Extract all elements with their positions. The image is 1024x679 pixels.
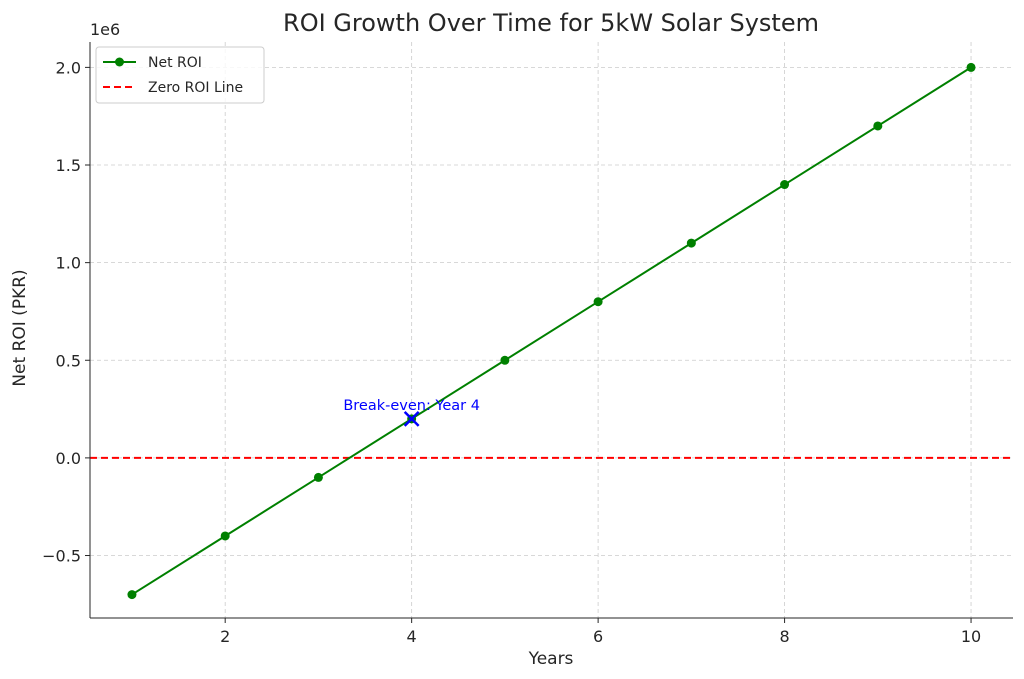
y-tick-label: −0.5 xyxy=(42,547,81,566)
y-tick-label: 1.0 xyxy=(56,254,81,273)
legend-box xyxy=(95,46,265,104)
legend-label-net-roi: Net ROI xyxy=(148,55,202,71)
legend-label-zero-roi: Zero ROI Line xyxy=(148,80,243,96)
x-tick-label: 10 xyxy=(961,627,981,646)
legend-marker-net-roi xyxy=(115,57,124,67)
x-axis-ticks: 2 4 6 8 10 xyxy=(220,618,981,646)
y-axis-label: Net ROI (PKR) xyxy=(10,269,30,386)
data-point xyxy=(127,590,137,600)
chart-title: ROI Growth Over Time for 5kW Solar Syste… xyxy=(283,9,819,37)
y-axis-ticks: −0.5 0.0 0.5 1.0 1.5 2.0 xyxy=(42,58,90,566)
y-tick-label: 0.0 xyxy=(56,449,81,468)
x-tick-label: 4 xyxy=(407,627,417,646)
data-point xyxy=(220,531,230,541)
data-point xyxy=(686,238,696,248)
grid-lines xyxy=(90,42,1013,618)
data-point xyxy=(873,121,883,131)
data-point xyxy=(593,297,603,307)
x-axis-label: Years xyxy=(528,649,574,669)
series-layer xyxy=(127,62,976,600)
x-tick-label: 8 xyxy=(779,627,789,646)
break-even-marker xyxy=(403,410,420,427)
break-even-annotation: Break-even: Year 4 xyxy=(343,398,480,414)
data-point xyxy=(966,62,976,72)
y-axis-offset-text: 1e6 xyxy=(90,20,120,39)
legend: Net ROI Zero ROI Line xyxy=(95,46,265,104)
y-tick-label: 0.5 xyxy=(56,351,81,370)
y-tick-label: 2.0 xyxy=(56,58,81,77)
data-point xyxy=(313,472,323,482)
data-point xyxy=(500,355,510,365)
x-tick-label: 2 xyxy=(220,627,230,646)
series-line-net-roi xyxy=(131,66,972,596)
y-tick-label: 1.5 xyxy=(56,156,81,175)
plot-frame xyxy=(89,42,1013,619)
x-tick-label: 6 xyxy=(593,627,603,646)
annotations-layer: Break-even: Year 4 xyxy=(343,398,480,427)
data-point xyxy=(780,180,790,190)
